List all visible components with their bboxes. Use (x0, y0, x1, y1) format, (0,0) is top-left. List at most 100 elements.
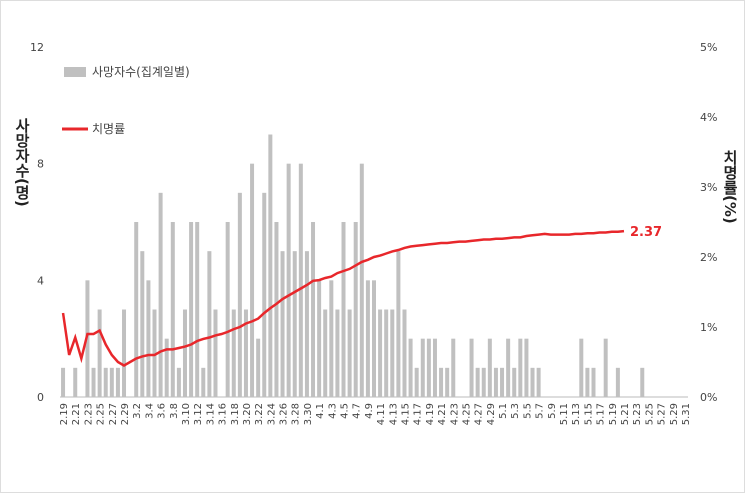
y-tick-label: 8 (37, 158, 44, 171)
bar (311, 222, 316, 397)
bar (61, 367, 66, 397)
legend-label: 치명률 (92, 122, 125, 136)
bar (304, 251, 309, 397)
legend-swatch (64, 67, 86, 77)
y2-axis-title: 치명률(%) (721, 150, 739, 224)
bar (347, 309, 352, 397)
y2-tick-label: 5% (700, 41, 717, 54)
x-tick-label: 5.3 (510, 403, 521, 419)
bar (426, 338, 431, 397)
bar (359, 163, 364, 397)
x-tick-label: 2.29 (120, 403, 131, 425)
bar (268, 134, 273, 397)
bar (512, 367, 517, 397)
bar (262, 192, 267, 397)
x-tick-label: 4.13 (388, 403, 399, 425)
x-tick-label: 5.13 (571, 403, 582, 425)
y2-tick-label: 2% (700, 251, 717, 264)
x-tick-label: 4.21 (437, 403, 448, 425)
bar (140, 251, 145, 397)
bar (524, 338, 529, 397)
bar (518, 338, 523, 397)
x-tick-label: 5.7 (535, 403, 546, 419)
x-tick-label: 4.5 (340, 403, 351, 419)
bar (298, 163, 303, 397)
x-tick-label: 3.8 (169, 403, 180, 419)
bar (585, 367, 590, 397)
bar (292, 251, 297, 397)
bar (170, 222, 175, 397)
x-tick-label: 5.19 (608, 403, 619, 425)
bar (408, 338, 413, 397)
bar (341, 222, 346, 397)
bar (225, 222, 230, 397)
y-tick-label: 12 (30, 41, 44, 54)
bar (390, 309, 395, 397)
x-tick-label: 4.3 (327, 403, 338, 419)
bar (286, 163, 291, 397)
x-tick-label: 3.12 (193, 403, 204, 425)
y-axis-title: 사망자수(명) (13, 118, 31, 207)
x-tick-label: 5.15 (583, 403, 594, 425)
bar (402, 309, 407, 397)
x-tick-label: 5.27 (657, 403, 668, 425)
bar (378, 309, 383, 397)
bar (103, 367, 108, 397)
x-tick-label: 5.29 (669, 403, 680, 425)
bar (176, 367, 181, 397)
x-tick-label: 4.17 (413, 403, 424, 425)
bar (372, 280, 376, 397)
x-tick-label: 3.20 (242, 403, 253, 425)
x-tick-label: 4.23 (449, 403, 460, 425)
bar (329, 280, 334, 397)
x-tick-label: 4.15 (400, 403, 411, 425)
x-tick-label: 5.31 (681, 403, 692, 425)
bar (451, 338, 456, 397)
x-tick-label: 3.6 (157, 403, 168, 419)
y-tick-label: 0 (37, 391, 44, 404)
bar (91, 367, 96, 397)
bar (475, 367, 480, 397)
bar (195, 222, 200, 397)
bar (164, 338, 169, 397)
x-tick-label: 4.25 (461, 403, 472, 425)
y2-tick-label: 0% (700, 391, 717, 404)
bar (109, 367, 114, 397)
x-tick-label: 5.25 (644, 403, 655, 425)
bar (414, 367, 419, 397)
end-label: 2.37 (630, 225, 662, 240)
bar (146, 280, 151, 397)
bar (432, 338, 437, 397)
bar (445, 367, 450, 397)
x-tick-label: 2.25 (96, 403, 107, 425)
x-tick-label: 4.1 (315, 403, 326, 419)
x-tick-label: 2.27 (108, 403, 119, 425)
bar (256, 338, 261, 397)
bar (213, 309, 218, 397)
bar (530, 367, 535, 397)
x-tick-label: 3.24 (266, 403, 277, 425)
bar (493, 367, 498, 397)
x-tick-label: 3.22 (254, 403, 265, 425)
bar (237, 192, 242, 397)
x-tick-label: 4.19 (425, 403, 436, 425)
x-tick-label: 3.10 (181, 403, 192, 425)
x-tick-label: 2.21 (71, 403, 82, 425)
bar (640, 367, 645, 397)
y-tick-label: 4 (37, 274, 44, 287)
bar (152, 309, 157, 397)
x-tick-label: 3.16 (218, 403, 229, 425)
bar (481, 367, 486, 397)
bar (506, 338, 511, 397)
y2-tick-label: 4% (700, 111, 717, 124)
x-tick-label: 2.23 (83, 403, 94, 425)
bar (134, 222, 139, 397)
x-tick-label: 3.28 (291, 403, 302, 425)
x-tick-label: 5.1 (498, 403, 509, 419)
bar (353, 222, 358, 397)
bar (122, 309, 127, 397)
bar (365, 280, 370, 397)
